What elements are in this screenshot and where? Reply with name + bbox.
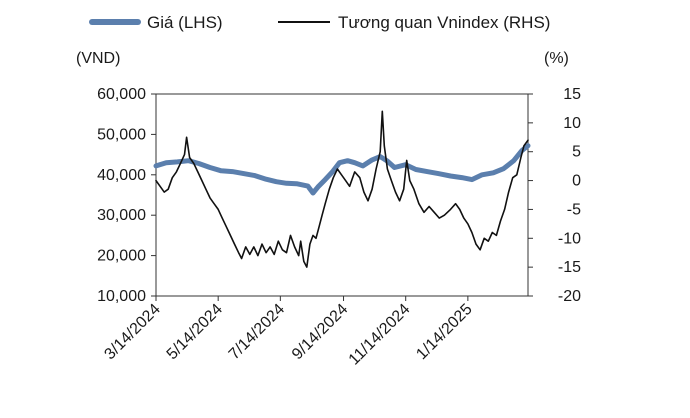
right-tick-label: 0 <box>572 173 581 190</box>
left-tick-label: 30,000 <box>97 207 146 224</box>
right-tick-label: -15 <box>558 259 581 276</box>
legend-label-price: Giá (LHS) <box>147 13 223 32</box>
right-axis-unit: (%) <box>544 50 569 67</box>
series-line-vnindex-correlation <box>155 110 529 268</box>
series-layer <box>153 110 531 268</box>
left-tick-label: 40,000 <box>97 167 146 184</box>
x-tick-label: 3/14/2024 <box>101 301 163 363</box>
right-tick-label: -5 <box>567 201 581 218</box>
series-line-price <box>153 143 531 196</box>
x-tick-label: 1/14/2025 <box>413 301 475 363</box>
left-tick-label: 60,000 <box>97 86 146 103</box>
left-axis: 60,000 50,000 40,000 30,000 20,000 10,000 <box>97 86 156 305</box>
x-axis: 3/14/2024 5/14/2024 7/14/2024 9/14/202411/1… <box>101 296 476 369</box>
x-tick-label: 11/14/2024 <box>346 301 414 369</box>
left-tick-label: 20,000 <box>97 248 146 265</box>
left-axis-unit: (VND) <box>76 50 120 67</box>
right-tick-label: 15 <box>563 86 581 103</box>
left-tick-label: 50,000 <box>97 126 146 143</box>
left-tick-label: 10,000 <box>97 288 146 305</box>
legend: Giá (LHS) Tương quan Vnindex (RHS) <box>89 13 550 32</box>
right-tick-label: -10 <box>558 230 581 247</box>
right-axis: 15 10 5 0 -5 -10 -15 -20 <box>528 86 581 305</box>
right-tick-label: 10 <box>563 115 581 132</box>
plot-frame <box>155 93 529 297</box>
right-tick-label: -20 <box>558 288 581 305</box>
x-tick-label: 5/14/2024 <box>164 301 226 363</box>
x-tick-label: 7/14/2024 <box>226 301 288 363</box>
right-tick-label: 5 <box>572 144 581 161</box>
x-tick-label: 9/14/2024 <box>289 301 351 363</box>
legend-label-correlation: Tương quan Vnindex (RHS) <box>338 13 550 32</box>
